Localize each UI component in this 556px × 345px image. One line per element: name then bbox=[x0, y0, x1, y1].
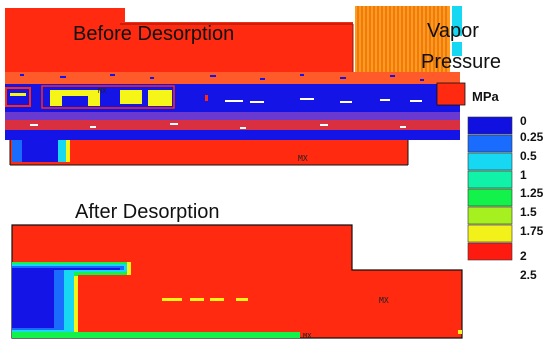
before-white-dashes bbox=[225, 98, 422, 103]
before-stripes bbox=[357, 6, 447, 76]
legend-label-8: 2.5 bbox=[520, 268, 537, 282]
legend-swatch-7 bbox=[467, 242, 513, 261]
before-dither-band-3 bbox=[5, 120, 460, 130]
before-bottom-red bbox=[10, 140, 408, 165]
before-yellow-block-2 bbox=[120, 90, 142, 104]
legend-unit: MPa bbox=[472, 89, 500, 104]
legend-label-5: 1.5 bbox=[520, 205, 537, 219]
legend-swatch-2 bbox=[467, 152, 513, 171]
before-red-top-left bbox=[5, 8, 125, 24]
legend-swatch-5 bbox=[467, 206, 513, 225]
before-inner-outline bbox=[41, 85, 175, 109]
after-mx-bottom-label: MX bbox=[303, 332, 312, 340]
before-mx-top-label: MX bbox=[98, 87, 107, 95]
before-desorption-plot: MX MX bbox=[5, 6, 466, 166]
before-title: Before Desorption bbox=[73, 23, 234, 45]
before-bottom-blue bbox=[12, 140, 66, 162]
legend-swatches bbox=[467, 116, 513, 261]
after-yellow-edge bbox=[74, 276, 78, 332]
legend-labels: 0 0.25 0.5 1 1.25 1.5 1.75 2 2.5 bbox=[520, 114, 544, 282]
after-red-domain bbox=[11, 224, 463, 339]
after-mx-label: MX bbox=[379, 296, 389, 305]
legend-swatch-3 bbox=[467, 170, 513, 189]
after-yellow-streaks bbox=[162, 298, 248, 301]
before-dither-band-1 bbox=[5, 72, 460, 84]
legend-label-6: 1.75 bbox=[520, 224, 544, 238]
legend-label-7: 2 bbox=[520, 249, 527, 263]
legend-title-line1: Vapor bbox=[427, 20, 479, 42]
legend: Vapor Pressure MPa 0 0.25 0.5 1 1.25 1.5… bbox=[421, 20, 544, 282]
legend-label-4: 1.25 bbox=[520, 186, 544, 200]
before-yellow-block-3 bbox=[148, 90, 172, 106]
before-red-square bbox=[436, 82, 466, 106]
legend-title-line2: Pressure bbox=[421, 51, 501, 73]
legend-swatch-1 bbox=[467, 134, 513, 153]
before-cyan-strip bbox=[452, 6, 462, 36]
before-dither-specks-2 bbox=[30, 123, 406, 129]
legend-swatch-0 bbox=[467, 116, 513, 135]
after-desorption-plot: MX MX bbox=[11, 224, 463, 340]
legend-label-2: 0.5 bbox=[520, 149, 537, 163]
before-cyan-strip-2 bbox=[452, 42, 462, 56]
legend-label-0: 0 bbox=[520, 114, 527, 128]
legend-swatch-6 bbox=[467, 224, 513, 243]
after-title: After Desorption bbox=[75, 201, 220, 223]
before-red-top bbox=[5, 22, 353, 72]
before-dither-band-2 bbox=[5, 112, 460, 120]
before-red-tick bbox=[205, 95, 208, 101]
before-dither-specks bbox=[20, 74, 424, 81]
before-dither-band-4 bbox=[5, 130, 460, 140]
before-left-box bbox=[5, 87, 31, 107]
legend-swatch-4 bbox=[467, 188, 513, 207]
legend-label-1: 0.25 bbox=[520, 130, 544, 144]
legend-label-3: 1 bbox=[520, 168, 527, 182]
before-mx-label: MX bbox=[298, 154, 308, 163]
after-bottom-green-line bbox=[78, 332, 300, 335]
